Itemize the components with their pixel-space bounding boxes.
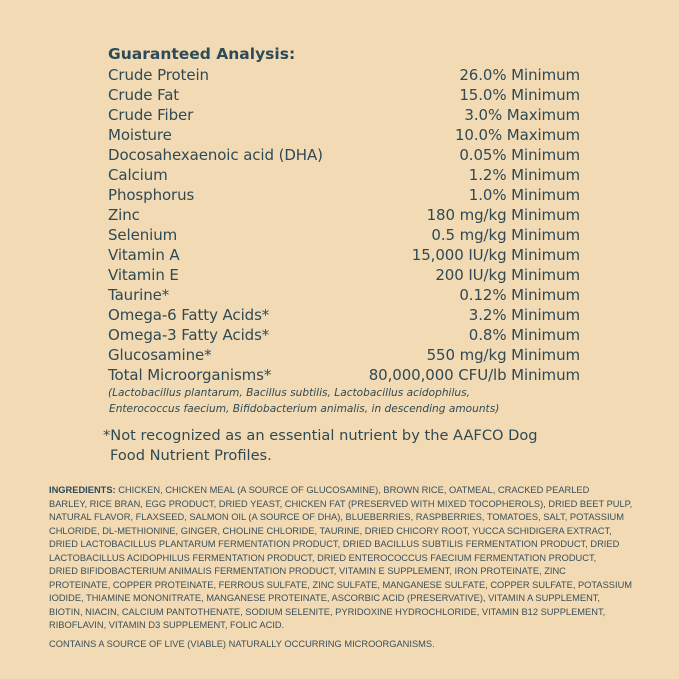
ingredients-text: DRIED LACTOBACILLUS PLANTARUM FERMENTATI… — [49, 539, 620, 549]
footnote: *Not recognized as an essential nutrient… — [103, 426, 538, 466]
analysis-row: Calcium 1.2% Minimum — [108, 165, 580, 185]
nutrient-value: 3.2% Minimum — [468, 306, 580, 324]
nutrient-value: 0.05% Minimum — [459, 146, 580, 164]
microorganism-note: (Lactobacillus plantarum, Bacillus subti… — [108, 385, 580, 417]
ingredients-text: IODIDE, THIAMINE MONONITRATE, MANGANESE … — [49, 593, 601, 603]
nutrient-value: 3.0% Maximum — [464, 106, 580, 124]
nutrient-value: 0.12% Minimum — [459, 286, 580, 304]
ingredients-line: BARLEY, RICE BRAN, EGG PRODUCT, DRIED YE… — [49, 498, 632, 512]
ingredients-text: CHLORIDE, DL-METHIONINE, GINGER, CHOLINE… — [49, 525, 612, 536]
ingredients-text: CHICKEN, CHICKEN MEAL (A SOURCE OF GLUCO… — [115, 485, 590, 495]
nutrient-value: 1.2% Minimum — [468, 166, 580, 184]
analysis-row: Crude Fiber 3.0% Maximum — [108, 105, 580, 125]
nutrient-value: 1.0% Minimum — [468, 186, 580, 204]
nutrient-value: 15,000 IU/kg Minimum — [411, 246, 580, 264]
nutrient-name: Moisture — [108, 126, 172, 144]
footnote-line: *Not recognized as an essential nutrient… — [103, 427, 538, 444]
analysis-title: Guaranteed Analysis: — [108, 45, 296, 63]
footnote-line: Food Nutrient Profiles. — [110, 447, 272, 464]
nutrient-name: Selenium — [108, 226, 178, 244]
ingredients-text: LACTOBACILLUS ACIDOPHILUS FERMENTATION P… — [49, 552, 597, 563]
nutrient-value: 80,000,000 CFU/lb Minimum — [368, 366, 580, 384]
ingredients-text: RIBOFLAVIN, VITAMIN D3 SUPPLEMENT, FOLIC… — [49, 620, 285, 630]
nutrient-name: Phosphorus — [108, 186, 195, 204]
analysis-row: Zinc 180 mg/kg Minimum — [108, 205, 580, 225]
analysis-row: Moisture 10.0% Maximum — [108, 125, 580, 145]
nutrient-value: 0.8% Minimum — [468, 326, 580, 344]
nutrient-name: Omega-3 Fatty Acids* — [108, 326, 270, 344]
ingredients-text: NATURAL FLAVOR, FLAXSEED, SALMON OIL (A … — [49, 512, 624, 522]
ingredients-line: DRIED LACTOBACILLUS PLANTARUM FERMENTATI… — [49, 538, 632, 552]
analysis-row: Vitamin A 15,000 IU/kg Minimum — [108, 245, 580, 265]
ingredients-line: INGREDIENTS: CHICKEN, CHICKEN MEAL (A SO… — [49, 484, 632, 498]
nutrient-name: Glucosamine* — [108, 346, 212, 364]
ingredients-text: PROTEINATE, COPPER PROTEINATE, FERROUS S… — [49, 579, 633, 590]
nutrient-name: Omega-6 Fatty Acids* — [108, 306, 270, 324]
nutrient-name: Vitamin A — [108, 246, 180, 264]
ingredients-text: BARLEY, RICE BRAN, EGG PRODUCT, DRIED YE… — [49, 498, 633, 509]
nutrient-name: Docosahexaenoic acid (DHA) — [108, 146, 323, 164]
ingredients-line: DRIED BIFIDOBACTERIUM ANIMALIS FERMENTAT… — [49, 565, 632, 579]
ingredients-line: NATURAL FLAVOR, FLAXSEED, SALMON OIL (A … — [49, 511, 632, 525]
ingredients-line: IODIDE, THIAMINE MONONITRATE, MANGANESE … — [49, 592, 632, 606]
nutrient-name: Zinc — [108, 206, 140, 224]
analysis-row: Selenium 0.5 mg/kg Minimum — [108, 225, 580, 245]
nutrient-name: Crude Fiber — [108, 106, 194, 124]
nutrient-name: Calcium — [108, 166, 168, 184]
guaranteed-analysis: Guaranteed Analysis: Crude Protein 26.0% … — [108, 44, 580, 417]
contains-statement: CONTAINS A SOURCE OF LIVE (VIABLE) NATUR… — [49, 639, 435, 649]
nutrient-name: Crude Protein — [108, 66, 209, 84]
analysis-row: Docosahexaenoic acid (DHA) 0.05% Minimum — [108, 145, 580, 165]
analysis-row: Crude Protein 26.0% Minimum — [108, 65, 580, 85]
note-line: Enterococcus faecium, Bifidobacterium an… — [109, 403, 500, 415]
analysis-row: Phosphorus 1.0% Minimum — [108, 185, 580, 205]
nutrient-value: 200 IU/kg Minimum — [435, 266, 580, 284]
ingredients-line: RIBOFLAVIN, VITAMIN D3 SUPPLEMENT, FOLIC… — [49, 619, 632, 633]
analysis-row: Vitamin E 200 IU/kg Minimum — [108, 265, 580, 285]
ingredients-label: INGREDIENTS: — [49, 485, 116, 495]
nutrient-value: 15.0% Minimum — [459, 86, 580, 104]
note-line: (Lactobacillus plantarum, Bacillus subti… — [108, 387, 471, 399]
analysis-row: Taurine* 0.12% Minimum — [108, 285, 580, 305]
ingredients-line: BIOTIN, NIACIN, CALCIUM PANTOTHENATE, SO… — [49, 606, 632, 620]
nutrient-name: Crude Fat — [108, 86, 180, 104]
ingredients-text: DRIED BIFIDOBACTERIUM ANIMALIS FERMENTAT… — [49, 566, 566, 576]
nutrient-name: Taurine* — [108, 286, 170, 304]
ingredients-line: LACTOBACILLUS ACIDOPHILUS FERMENTATION P… — [49, 552, 632, 566]
nutrient-value: 180 mg/kg Minimum — [426, 206, 580, 224]
analysis-row: Glucosamine* 550 mg/kg Minimum — [108, 345, 580, 365]
ingredients-line: PROTEINATE, COPPER PROTEINATE, FERROUS S… — [49, 579, 632, 593]
nutrient-name: Total Microorganisms* — [108, 366, 272, 384]
analysis-row: Omega-3 Fatty Acids* 0.8% Minimum — [108, 325, 580, 345]
nutrient-value: 0.5 mg/kg Minimum — [431, 226, 580, 244]
analysis-table: Crude Protein 26.0% Minimum Crude Fat 15.0%… — [108, 65, 580, 385]
ingredients-text: BIOTIN, NIACIN, CALCIUM PANTOTHENATE, SO… — [49, 606, 606, 617]
analysis-row: Crude Fat 15.0% Minimum — [108, 85, 580, 105]
analysis-row: Omega-6 Fatty Acids* 3.2% Minimum — [108, 305, 580, 325]
nutrient-value: 10.0% Maximum — [454, 126, 580, 144]
nutrient-value: 550 mg/kg Minimum — [426, 346, 580, 364]
nutrient-value: 26.0% Minimum — [459, 66, 580, 84]
ingredients-line: CHLORIDE, DL-METHIONINE, GINGER, CHOLINE… — [49, 525, 632, 539]
ingredients: INGREDIENTS: CHICKEN, CHICKEN MEAL (A SO… — [49, 484, 632, 633]
nutrient-name: Vitamin E — [108, 266, 179, 284]
analysis-row: Total Microorganisms* 80,000,000 CFU/lb M… — [108, 365, 580, 385]
